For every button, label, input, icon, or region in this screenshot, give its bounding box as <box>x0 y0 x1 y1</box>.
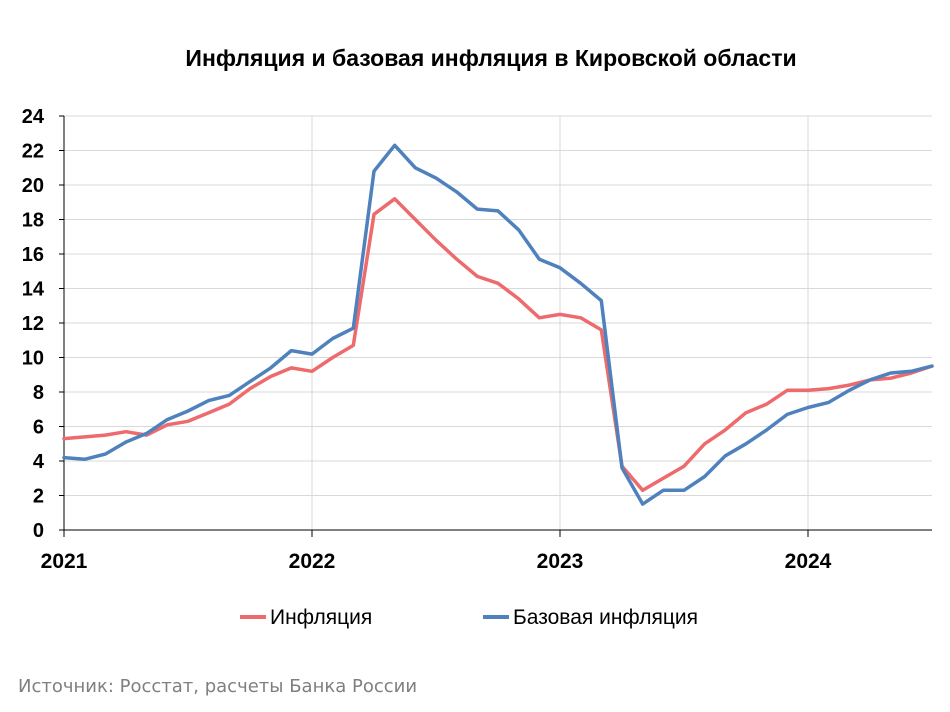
y-tick-label: 8 <box>33 382 44 404</box>
x-tick-label: 2022 <box>289 550 336 573</box>
y-tick-label: 0 <box>33 520 44 542</box>
y-tick-label: 2 <box>33 486 44 508</box>
gridlines <box>64 115 932 530</box>
legend: Инфляция Базовая инфляция <box>240 606 698 629</box>
chart-title: Инфляция и базовая инфляция в Кировской … <box>185 45 796 71</box>
legend-label: Базовая инфляция <box>513 606 698 629</box>
y-tick-label: 12 <box>22 313 44 335</box>
x-tick-label: 2023 <box>537 550 584 573</box>
series-line-core-inflation <box>62 143 934 506</box>
y-tick-label: 22 <box>22 141 44 163</box>
source-note: Источник: Росстат, расчеты Банка России <box>18 676 417 697</box>
y-tick-label: 14 <box>22 279 45 301</box>
series-lines <box>62 143 934 506</box>
y-tick-label: 16 <box>22 244 44 266</box>
y-tick-label: 18 <box>22 210 44 232</box>
y-tick-label: 6 <box>33 417 44 439</box>
x-tick-label: 2024 <box>785 550 832 573</box>
y-tick-label: 10 <box>22 348 44 370</box>
x-tick-labels: 2021 2022 2023 2024 <box>41 550 832 573</box>
axes <box>59 115 932 537</box>
series-line-inflation <box>62 197 934 493</box>
x-tick-label: 2021 <box>41 550 88 573</box>
legend-label: Инфляция <box>270 606 372 629</box>
y-tick-label: 4 <box>33 451 45 473</box>
y-tick-label: 20 <box>22 175 44 197</box>
y-tick-label: 24 <box>22 106 45 128</box>
